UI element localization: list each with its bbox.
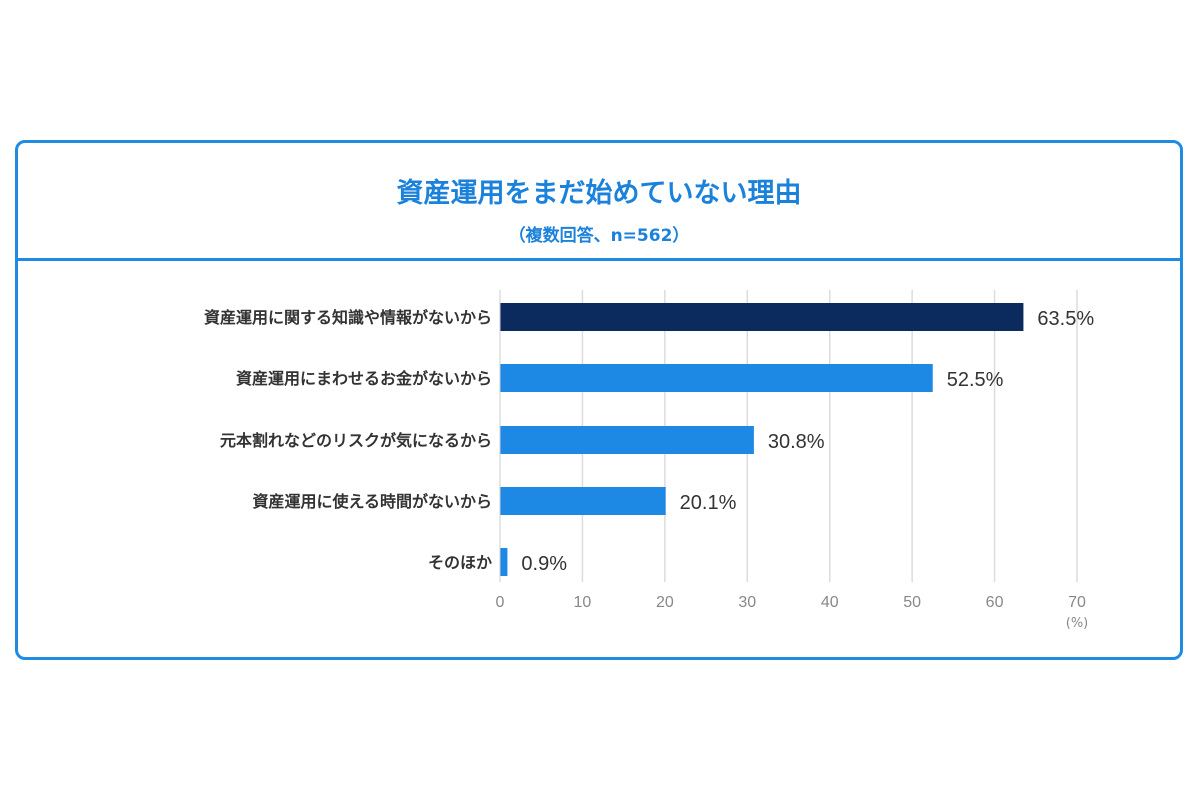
x-tick-label: 40 [821, 594, 839, 611]
category-label: そのほか [428, 553, 492, 572]
x-tick-label: 30 [738, 594, 756, 611]
x-tick-label: 10 [574, 594, 592, 611]
category-label: 資産運用にまわせるお金がないから [236, 369, 492, 388]
category-label: 資産運用に関する知識や情報がないから [204, 308, 492, 327]
x-tick-label: 60 [986, 594, 1004, 611]
x-tick-label: 0 [496, 594, 505, 611]
x-unit-label: (%) [1066, 616, 1089, 631]
bar [500, 426, 754, 454]
chart-subtitle: （複数回答、n=562） [508, 226, 690, 246]
data-label: 52.5% [947, 369, 1004, 391]
x-tick-label: 20 [656, 594, 674, 611]
data-label: 63.5% [1037, 308, 1094, 330]
bar [500, 364, 933, 392]
chart-title: 資産運用をまだ始めていない理由 [396, 178, 802, 209]
x-tick-label: 50 [903, 594, 921, 611]
category-label: 資産運用に使える時間がないから [252, 492, 492, 511]
data-label: 30.8% [768, 431, 825, 453]
category-label: 元本割れなどのリスクが気になるから [220, 431, 492, 450]
data-label: 20.1% [680, 492, 737, 514]
data-label: 0.9% [521, 553, 567, 575]
bar [500, 487, 666, 515]
x-tick-label: 70 [1068, 594, 1086, 611]
chart-card: 資産運用をまだ始めていない理由 （複数回答、n=562） [15, 140, 1183, 660]
bar [500, 548, 508, 576]
header-divider [18, 258, 1180, 261]
bar [500, 303, 1024, 331]
